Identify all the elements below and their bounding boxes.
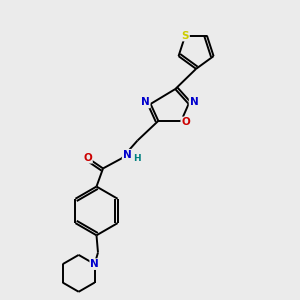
Text: N: N [90,259,99,269]
Text: N: N [141,98,150,107]
Text: H: H [133,154,140,163]
Text: O: O [83,153,92,163]
Text: N: N [123,150,131,160]
Text: N: N [190,98,198,107]
Text: O: O [181,117,190,128]
Text: S: S [182,31,189,40]
